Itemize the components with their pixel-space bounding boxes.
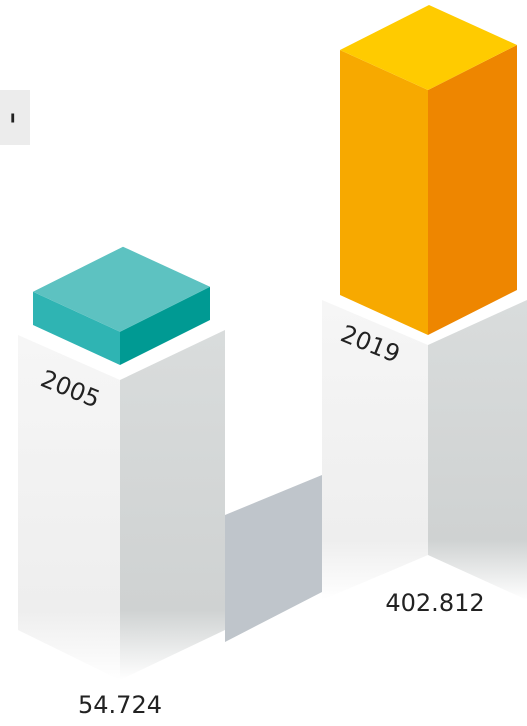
bar-front bbox=[340, 50, 428, 335]
bar-top bbox=[340, 5, 517, 90]
pillar-side bbox=[428, 300, 527, 600]
pillar-side bbox=[120, 330, 225, 680]
bar-top bbox=[33, 246, 210, 332]
value-label: 402.812 bbox=[385, 589, 484, 617]
value-label: 54.724 bbox=[78, 691, 162, 719]
connector bbox=[225, 475, 322, 642]
bar-side bbox=[120, 286, 210, 365]
pillar-front bbox=[322, 300, 428, 600]
tab-label: ı bbox=[10, 108, 15, 127]
bar-front bbox=[33, 291, 120, 365]
tab bbox=[0, 90, 30, 145]
pillar-front bbox=[18, 335, 120, 680]
bar-side bbox=[428, 45, 517, 335]
